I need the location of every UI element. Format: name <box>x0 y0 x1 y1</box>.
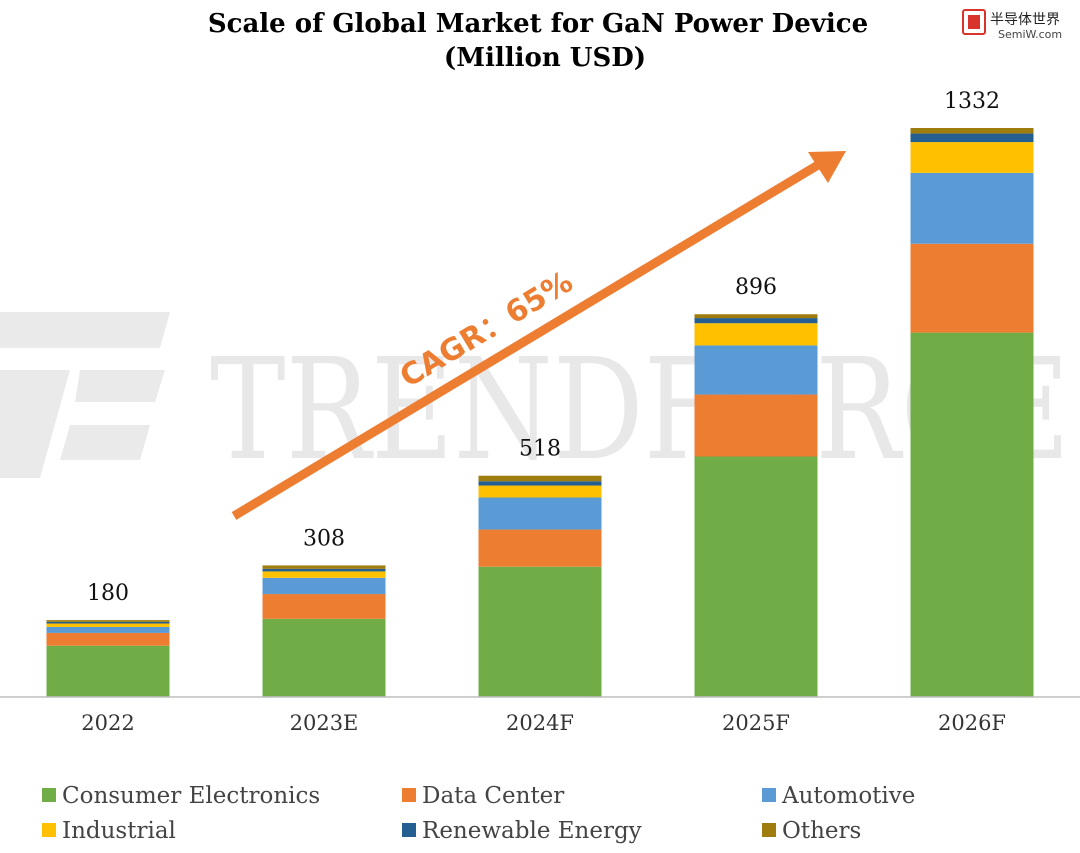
x-axis-ticks: 2022 2023E 2024F 2025F 2026F <box>81 711 1006 735</box>
bar-2022-series-0 <box>46 645 170 697</box>
legend-swatch-1 <box>402 788 416 802</box>
x-tick-2026f: 2026F <box>938 711 1006 735</box>
total-label-2022: 180 <box>87 581 129 606</box>
bar-2022-series-2 <box>46 626 170 633</box>
bar-2025f-series-2 <box>694 345 818 395</box>
legend-swatch-0 <box>42 788 56 802</box>
watermark-logo-shape-3 <box>75 370 165 402</box>
watermark-logo-shape-2 <box>0 370 70 478</box>
legend-label-3: Industrial <box>62 818 176 844</box>
cagr-arrow-line <box>231 161 821 520</box>
bar-2026f-series-2 <box>910 172 1034 244</box>
legend-swatch-5 <box>762 823 776 837</box>
logo-line1: 半导体世界 <box>990 12 1060 28</box>
bar-2023e-series-2 <box>262 577 386 595</box>
bar-2026f-series-3 <box>910 142 1034 173</box>
bars-group <box>46 128 1034 697</box>
bar-2026f-series-0 <box>910 332 1034 697</box>
bar-2024f-series-0 <box>478 566 602 697</box>
bar-2024f-series-1 <box>478 529 602 567</box>
legend-label-5: Others <box>782 818 861 844</box>
watermark-logo-shape <box>0 312 170 348</box>
bar-2023e-series-4 <box>262 568 386 572</box>
bar-2024f-series-5 <box>478 475 602 482</box>
bar-2022-series-4 <box>46 621 170 624</box>
bar-2023e-series-0 <box>262 618 386 697</box>
bar-2025f-series-1 <box>694 394 818 457</box>
bar-2023e-series-5 <box>262 565 386 569</box>
total-label-2024f: 518 <box>519 437 561 462</box>
bar-2025f-series-4 <box>694 318 818 324</box>
bar-2026f-series-1 <box>910 243 1034 333</box>
bar-2026f-series-4 <box>910 133 1034 143</box>
bar-2024f-series-4 <box>478 481 602 486</box>
legend-label-4: Renewable Energy <box>422 818 642 844</box>
x-tick-2024f: 2024F <box>506 711 574 735</box>
bar-2024f-series-3 <box>478 485 602 498</box>
legend-swatch-4 <box>402 823 416 837</box>
bar-2023e-series-1 <box>262 594 386 619</box>
watermark-logo-shape-4 <box>60 425 150 460</box>
total-labels: 180 308 518 896 1332 <box>87 89 1000 606</box>
total-label-2026f: 1332 <box>944 89 1000 114</box>
total-label-2025f: 896 <box>735 275 777 300</box>
bar-2022-series-3 <box>46 623 170 627</box>
bar-2025f-series-5 <box>694 314 818 319</box>
bar-2024f-series-2 <box>478 497 602 530</box>
legend-label-0: Consumer Electronics <box>62 783 320 809</box>
site-logo: 半导体世界 SemiW.com <box>962 9 1062 41</box>
legend-label-1: Data Center <box>422 783 564 809</box>
chip-icon <box>962 9 986 35</box>
x-tick-2023e: 2023E <box>290 711 359 735</box>
bar-2022-series-1 <box>46 632 170 646</box>
total-label-2023e: 308 <box>303 526 345 551</box>
cagr-arrow-head <box>808 151 846 183</box>
legend: Consumer Electronics Data Center Automotiv… <box>42 783 915 844</box>
bar-2025f-series-3 <box>694 323 818 346</box>
legend-swatch-3 <box>42 823 56 837</box>
bar-2023e-series-3 <box>262 571 386 578</box>
logo-line2: SemiW.com <box>998 28 1062 41</box>
x-tick-2025f: 2025F <box>722 711 790 735</box>
legend-label-2: Automotive <box>781 783 915 809</box>
chip-icon-core <box>968 15 980 29</box>
bar-2022-series-5 <box>46 620 170 622</box>
bar-2026f-series-5 <box>910 128 1034 134</box>
x-tick-2022: 2022 <box>81 711 134 735</box>
bar-2025f-series-0 <box>694 456 818 697</box>
chart-title-line1: Scale of Global Market for GaN Power Dev… <box>208 9 868 39</box>
chart-title-line2: (Million USD) <box>444 43 646 73</box>
legend-swatch-2 <box>762 788 776 802</box>
